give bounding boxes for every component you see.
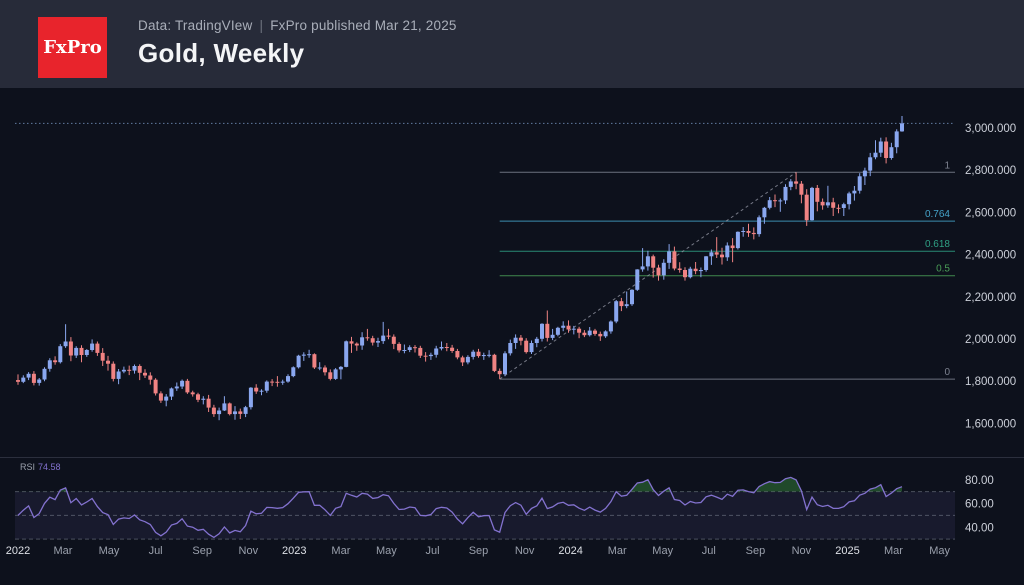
svg-text:80.00: 80.00 <box>965 475 994 487</box>
svg-text:2023: 2023 <box>282 545 306 557</box>
svg-text:40.00: 40.00 <box>965 522 994 534</box>
svg-text:Mar: Mar <box>884 545 903 557</box>
svg-text:2025: 2025 <box>835 545 859 557</box>
data-source-label: Data: TradingVIew <box>138 18 253 33</box>
svg-text:Mar: Mar <box>54 545 73 557</box>
svg-text:2024: 2024 <box>558 545 582 557</box>
meta-separator: | <box>259 18 264 33</box>
svg-text:May: May <box>99 545 120 557</box>
svg-text:1,600.000: 1,600.000 <box>965 418 1016 430</box>
svg-text:3,000.000: 3,000.000 <box>965 123 1016 135</box>
svg-text:Jul: Jul <box>149 545 163 557</box>
svg-text:Mar: Mar <box>608 545 627 557</box>
svg-text:May: May <box>929 545 950 557</box>
candlestick-series <box>16 116 904 421</box>
price-axis: 3,000.000 2,800.000 2,600.000 2,400.000 2,20… <box>965 123 1016 430</box>
svg-text:0.618: 0.618 <box>925 239 950 250</box>
svg-text:2,400.000: 2,400.000 <box>965 250 1016 262</box>
svg-text:Sep: Sep <box>469 545 489 557</box>
svg-text:2,200.000: 2,200.000 <box>965 292 1016 304</box>
svg-text:2,600.000: 2,600.000 <box>965 207 1016 219</box>
svg-text:Mar: Mar <box>331 545 350 557</box>
rsi-legend-label: RSI <box>20 462 35 472</box>
header-text: Data: TradingVIew | FxPro published Mar 21… <box>138 18 457 69</box>
chart-meta-line: Data: TradingVIew | FxPro published Mar 21… <box>138 18 457 33</box>
svg-text:2,000.000: 2,000.000 <box>965 334 1016 346</box>
svg-text:Sep: Sep <box>746 545 766 557</box>
fxpro-logo-text: FxPro <box>43 37 102 58</box>
svg-text:1: 1 <box>944 160 950 171</box>
svg-text:1,800.000: 1,800.000 <box>965 376 1016 388</box>
svg-text:May: May <box>652 545 673 557</box>
time-axis: 2022 Mar May Jul Sep Nov 2023 Mar May Jul Sep Nov 20… <box>6 545 951 557</box>
fib-retracement: 1 0.764 0.618 0.5 0 <box>499 160 955 380</box>
rsi-line <box>17 476 903 539</box>
svg-text:Nov: Nov <box>515 545 535 557</box>
trend-line <box>499 171 797 380</box>
rsi-pane: 80.00 60.00 40.00 RSI 74.58 <box>15 462 994 540</box>
svg-text:0.764: 0.764 <box>925 209 950 220</box>
svg-text:Nov: Nov <box>792 545 812 557</box>
svg-text:0: 0 <box>944 367 950 378</box>
svg-text:Jul: Jul <box>425 545 439 557</box>
svg-text:60.00: 60.00 <box>965 499 994 511</box>
svg-text:0.5: 0.5 <box>936 264 950 275</box>
page-title: Gold, Weekly <box>138 38 305 68</box>
header: FxPro Data: TradingVIew | FxPro published … <box>0 0 1024 88</box>
svg-text:May: May <box>376 545 397 557</box>
fxpro-logo: FxPro <box>38 17 107 78</box>
svg-text:2022: 2022 <box>6 545 30 557</box>
svg-text:Jul: Jul <box>702 545 716 557</box>
rsi-legend-value: 74.58 <box>38 462 61 472</box>
svg-text:2,800.000: 2,800.000 <box>965 165 1016 177</box>
svg-text:Sep: Sep <box>192 545 212 557</box>
published-label: FxPro published Mar 21, 2025 <box>270 18 457 33</box>
svg-text:Nov: Nov <box>239 545 259 557</box>
